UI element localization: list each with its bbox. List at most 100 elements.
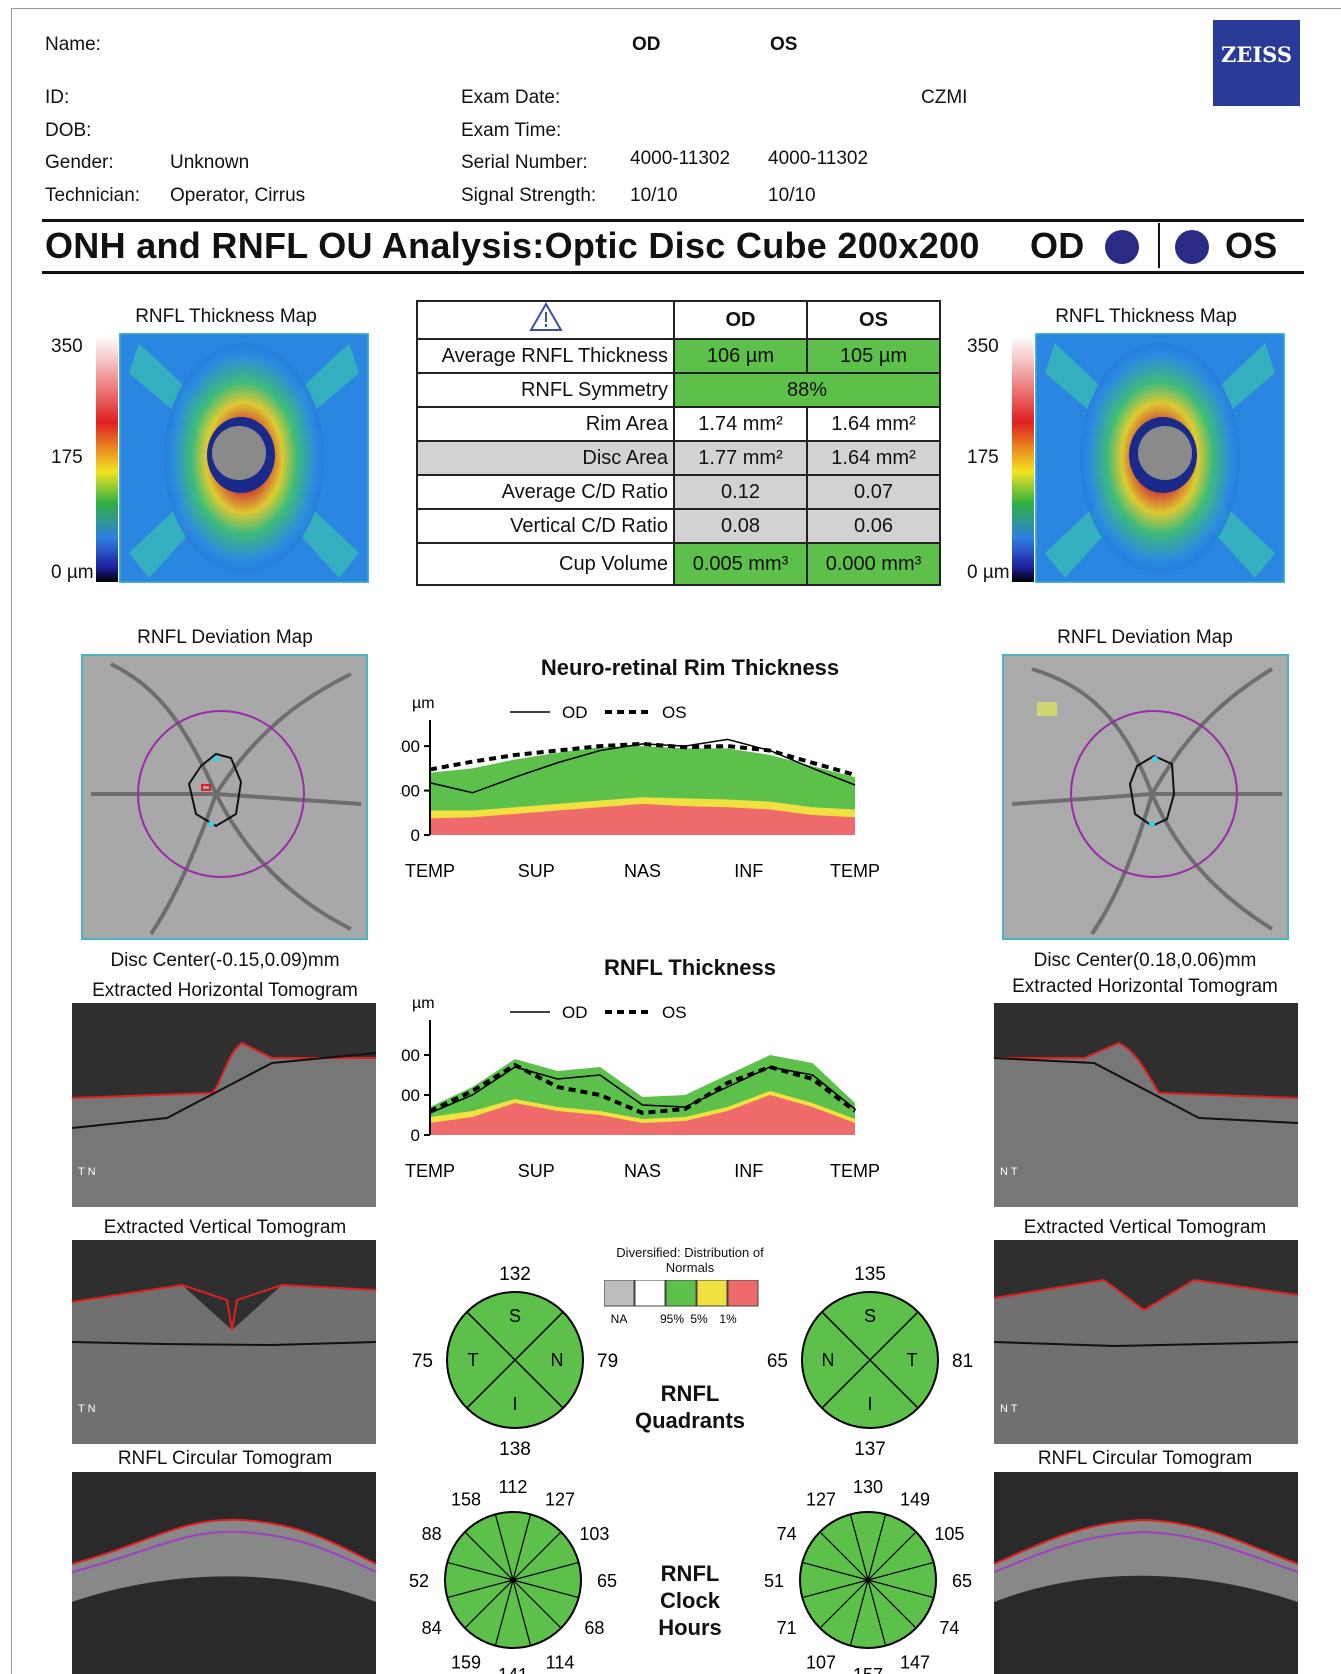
- quadrant-letter: N: [551, 1350, 564, 1370]
- clock-center: [865, 1577, 871, 1583]
- x-tick-label: TEMP: [830, 861, 880, 881]
- quadrant-letter: S: [864, 1306, 876, 1326]
- clock-divider: [867, 1579, 934, 1599]
- os-circular-tomogram-title: RNFL Circular Tomogram: [1037, 1448, 1253, 1469]
- table-row: Disc Area 1.77 mm² 1.64 mm²: [416, 440, 941, 476]
- title-rule-bottom: [42, 271, 1304, 274]
- od-horizontal-tomogram: T N: [72, 1003, 376, 1207]
- os-v-orientation: N T: [1000, 1403, 1018, 1415]
- clock-hour-value: 84: [422, 1618, 442, 1638]
- clock-divider: [802, 1579, 869, 1599]
- clock-hour-value: 65: [597, 1571, 617, 1591]
- clock-divider: [512, 1514, 532, 1581]
- row-both-value: 88%: [673, 372, 941, 408]
- od-circular-tomogram-title: RNFL Circular Tomogram: [117, 1448, 333, 1469]
- quadrants-label: RNFL Quadrants: [630, 1380, 750, 1434]
- clock-hour-value: 65: [952, 1571, 972, 1591]
- normals-legend: NA 95% 5% 1%: [604, 1280, 759, 1326]
- clock-divider: [494, 1514, 514, 1581]
- clock-divider: [494, 1579, 514, 1646]
- dob-label: DOB:: [45, 120, 92, 141]
- x-tick-label: NAS: [624, 1161, 661, 1181]
- table-head-os: OS: [806, 300, 941, 340]
- title-rule-top: [42, 219, 1304, 222]
- row-od-value: 1.74 mm²: [673, 406, 808, 442]
- report-title: ONH and RNFL OU Analysis:Optic Disc Cube…: [45, 225, 980, 266]
- quadrant-divider: [466, 1311, 564, 1409]
- name-label: Name:: [45, 34, 101, 55]
- quadrants-label-line2: Quadrants: [634, 1408, 746, 1433]
- legend-swatch: [727, 1280, 759, 1307]
- clock-hour-value: 130: [853, 1477, 883, 1497]
- clock-hour-value: 103: [579, 1524, 609, 1544]
- metrics-table: OD OS Average RNFL Thickness 106 µm 105 …: [416, 300, 941, 586]
- od-quadrants-chart: S I T N 132 138 75 79: [412, 1264, 618, 1460]
- normal-band-red: [430, 1095, 855, 1135]
- os-deviation-map: [1002, 654, 1289, 940]
- clock-hour-value: 127: [545, 1490, 575, 1510]
- clock-hour-value: 71: [777, 1618, 797, 1638]
- clock-divider: [464, 1531, 514, 1581]
- quadrant-letter: T: [468, 1350, 479, 1370]
- os-quadrants-chart: S I N T 135 137 65 81: [767, 1264, 973, 1460]
- technician-label: Technician:: [45, 185, 141, 206]
- y-tick-label: 400: [400, 782, 420, 801]
- os-horizontal-tomogram-title: Extracted Horizontal Tomogram: [1012, 976, 1278, 997]
- clock-divider: [464, 1579, 514, 1629]
- row-label: Average C/D Ratio: [416, 474, 675, 510]
- legend-swatch: [604, 1280, 635, 1307]
- od-disc-center: Disc Center(-0.15,0.09)mm: [110, 950, 340, 971]
- x-tick-label: SUP: [518, 1161, 555, 1181]
- title-os: OS: [1225, 225, 1278, 266]
- legend-swatch: [634, 1280, 666, 1307]
- quadrant-value: 81: [952, 1351, 973, 1372]
- normals-legend-title: Diversified: Distribution of Normals: [616, 1245, 764, 1275]
- os-scale-bottom: 0 µm: [967, 562, 1010, 583]
- od-v-orientation: T N: [78, 1403, 96, 1415]
- row-label: Vertical C/D Ratio: [416, 508, 675, 544]
- clock-hour-value: 51: [764, 1571, 784, 1591]
- table-row: Vertical C/D Ratio 0.08 0.06: [416, 508, 941, 544]
- technician-value: Operator, Cirrus: [170, 185, 306, 206]
- os-scale-mid: 175: [967, 447, 999, 468]
- row-od-value: 0.005 mm³: [673, 542, 808, 586]
- quadrant-value: 135: [854, 1264, 886, 1285]
- os-thickness-map-title: RNFL Thickness Map: [1055, 306, 1237, 327]
- legend-os-label: OS: [662, 1003, 687, 1022]
- od-scale-bottom: 0 µm: [51, 562, 94, 583]
- clock-divider: [867, 1514, 887, 1581]
- os-eye-dot-icon: [1175, 230, 1209, 264]
- clock-hour-value: 157: [853, 1665, 883, 1674]
- od-horizontal-tomogram-title: Extracted Horizontal Tomogram: [92, 980, 358, 1001]
- os-vertical-tomogram: N T: [994, 1240, 1298, 1444]
- clock-hour-value: 159: [451, 1652, 481, 1672]
- row-os-value: 0.07: [806, 474, 941, 510]
- clock-hour-value: 88: [422, 1524, 442, 1544]
- os-thickness-map: [1035, 333, 1285, 583]
- quadrant-letter: N: [822, 1350, 835, 1370]
- y-tick-label: 800: [400, 737, 420, 756]
- od-scale-top: 350: [51, 336, 83, 357]
- row-os-value: 0.000 mm³: [806, 542, 941, 586]
- os-vertical-tomogram-title: Extracted Vertical Tomogram: [1023, 1217, 1267, 1238]
- exam-time-label: Exam Time:: [461, 120, 562, 141]
- table-row: Average RNFL Thickness 106 µm 105 µm: [416, 338, 941, 374]
- clock-hour-value: 141: [498, 1665, 528, 1674]
- table-row: RNFL Symmetry 88%: [416, 372, 941, 408]
- od-circular-tomogram: [72, 1472, 376, 1674]
- row-os-value: 105 µm: [806, 338, 941, 374]
- serial-od: 4000-11302: [630, 148, 731, 169]
- y-axis-unit: µm: [412, 695, 435, 712]
- row-od-value: 0.08: [673, 508, 808, 544]
- clock-hour-value: 74: [777, 1524, 797, 1544]
- legend-os-label: OS: [662, 703, 687, 722]
- id-label: ID:: [45, 87, 70, 108]
- clock-divider: [447, 1579, 514, 1599]
- clock-hours-label-line2: Clock: [660, 1588, 720, 1613]
- quadrant-value: 137: [854, 1439, 886, 1460]
- clock-divider: [867, 1561, 934, 1581]
- clock-hour-value: 105: [934, 1524, 964, 1544]
- clock-divider: [512, 1531, 562, 1581]
